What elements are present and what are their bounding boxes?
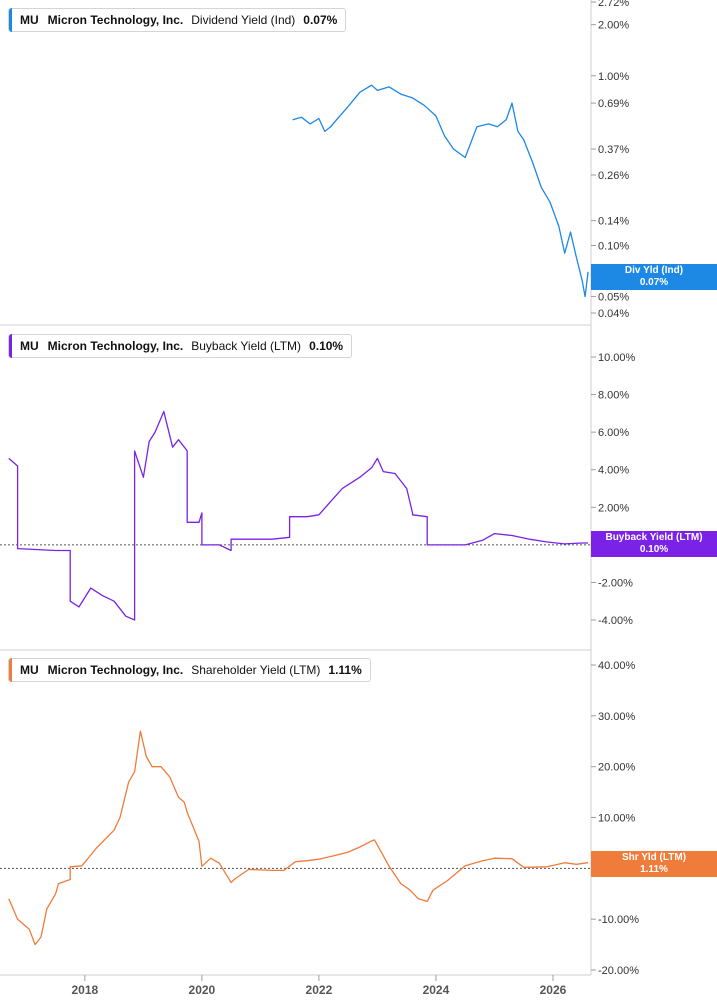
y-tick-label: 2.00% xyxy=(598,502,629,514)
x-tick-label: 2018 xyxy=(71,983,98,997)
last-value-flag-buyback: Buyback Yield (LTM) 0.10% xyxy=(591,531,717,557)
legend-company: Micron Technology, Inc. xyxy=(47,663,184,677)
y-tick-label: 2.72% xyxy=(598,0,629,9)
y-tick-label: 10.00% xyxy=(598,352,636,364)
series-color-swatch xyxy=(9,8,12,32)
series-line xyxy=(8,410,589,621)
legend-value: 0.07% xyxy=(303,13,338,27)
x-tick-label: 2020 xyxy=(189,983,216,997)
y-tick-label: 10.00% xyxy=(598,813,636,825)
series-line xyxy=(292,84,589,298)
legend-company: Micron Technology, Inc. xyxy=(47,13,184,27)
legend-shareholder-yield[interactable]: MU Micron Technology, Inc. Shareholder Y… xyxy=(8,658,371,682)
y-tick-label: 0.69% xyxy=(598,98,629,110)
y-tick-label: 0.26% xyxy=(598,170,629,182)
flag-label: Buyback Yield (LTM) xyxy=(605,532,703,543)
y-tick-label: 4.00% xyxy=(598,465,629,477)
legend-dividend-yield[interactable]: MU Micron Technology, Inc. Dividend Yiel… xyxy=(8,8,347,32)
legend-value: 1.11% xyxy=(328,663,362,677)
y-tick-label: 40.00% xyxy=(598,660,636,672)
series-color-swatch xyxy=(9,334,12,358)
legend-company: Micron Technology, Inc. xyxy=(47,339,184,353)
y-tick-label: 0.10% xyxy=(598,240,629,252)
legend-metric: Shareholder Yield (LTM) xyxy=(191,663,321,677)
y-tick-label: -2.00% xyxy=(598,577,633,589)
legend-buyback-yield[interactable]: MU Micron Technology, Inc. Buyback Yield… xyxy=(8,334,353,358)
flag-label: Shr Yld (LTM) xyxy=(621,852,687,863)
series-color-swatch xyxy=(9,658,12,682)
x-tick-label: 2022 xyxy=(306,983,333,997)
legend-ticker: MU xyxy=(20,13,39,27)
y-tick-label: 30.00% xyxy=(598,711,636,723)
legend-ticker: MU xyxy=(20,663,39,677)
last-value-flag-shareholder: Shr Yld (LTM) 1.11% xyxy=(591,851,717,877)
y-tick-label: 1.00% xyxy=(598,71,629,83)
legend-value: 0.10% xyxy=(309,339,344,353)
flag-value: 0.07% xyxy=(639,277,669,288)
y-tick-label: -10.00% xyxy=(598,914,639,926)
y-tick-label: 0.14% xyxy=(598,216,629,228)
y-tick-label: -4.00% xyxy=(598,615,633,627)
y-tick-label: 20.00% xyxy=(598,762,636,774)
flag-value: 1.11% xyxy=(640,864,668,875)
x-tick-label: 2024 xyxy=(423,983,450,997)
x-tick-label: 2026 xyxy=(540,983,567,997)
legend-ticker: MU xyxy=(20,339,39,353)
flag-value: 0.10% xyxy=(639,544,669,555)
y-tick-label: 0.05% xyxy=(598,292,629,304)
y-tick-label: 8.00% xyxy=(598,390,629,402)
legend-metric: Buyback Yield (LTM) xyxy=(191,339,302,353)
last-value-flag-dividend: Div Yld (Ind) 0.07% xyxy=(591,264,717,290)
y-tick-label: 6.00% xyxy=(598,427,629,439)
legend-metric: Dividend Yield (Ind) xyxy=(191,13,296,27)
flag-label: Div Yld (Ind) xyxy=(624,265,684,276)
y-tick-label: 0.04% xyxy=(598,308,629,320)
y-tick-label: 2.00% xyxy=(598,20,629,32)
y-tick-label: -20.00% xyxy=(598,965,639,977)
y-tick-label: 0.37% xyxy=(598,144,629,156)
series-line xyxy=(8,730,589,946)
